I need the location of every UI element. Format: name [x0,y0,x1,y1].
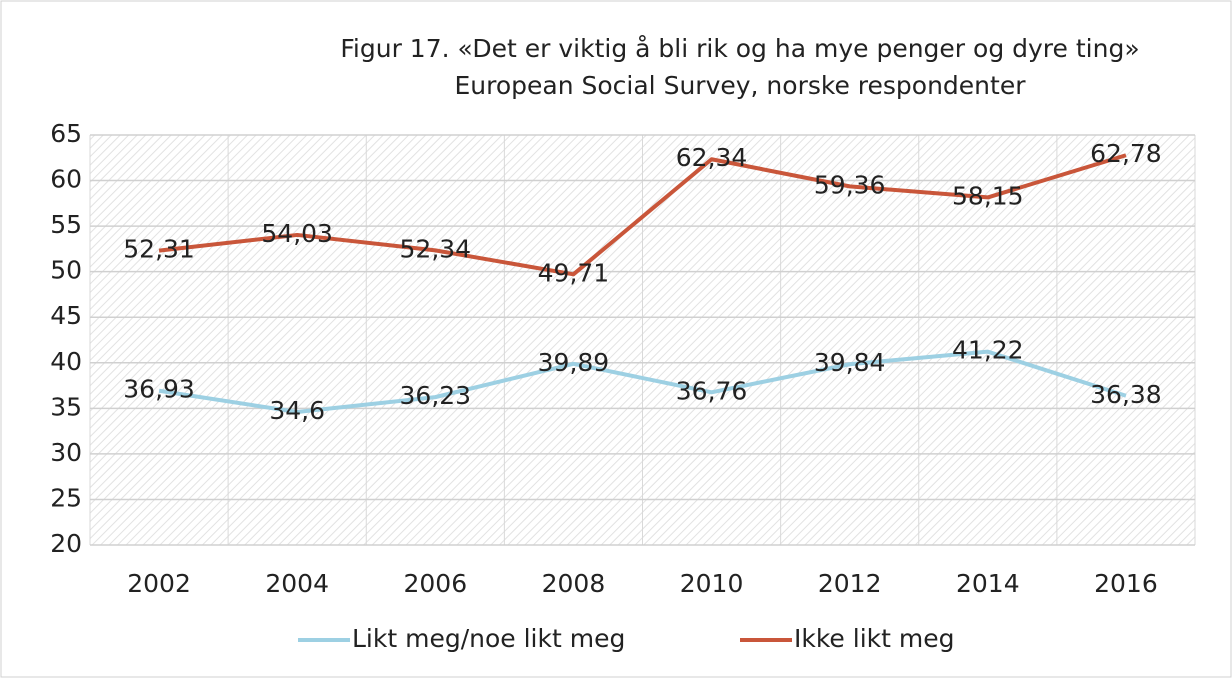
y-tick-label: 65 [50,119,82,148]
data-label: 36,23 [400,381,472,410]
data-label: 58,15 [952,181,1024,210]
x-tick-label: 2014 [956,569,1020,598]
chart-subtitle: European Social Survey, norske responden… [454,71,1026,100]
x-tick-label: 2008 [542,569,606,598]
series-line [158,349,1127,414]
y-tick-label: 50 [50,256,82,285]
data-label: 52,34 [400,234,472,263]
y-tick-label: 30 [50,438,82,467]
x-tick-label: 2006 [404,569,468,598]
chart-title: Figur 17. «Det er viktig å bli rik og ha… [340,34,1139,63]
y-tick-label: 25 [50,483,82,512]
data-label: 39,84 [814,348,886,377]
data-label: 62,34 [676,143,748,172]
data-label: 54,03 [261,219,333,248]
x-tick-label: 2002 [127,569,191,598]
data-label: 39,89 [538,348,610,377]
y-tick-label: 40 [50,347,82,376]
data-label: 36,38 [1090,380,1162,409]
data-label: 49,71 [538,258,610,287]
legend-label: Ikke likt meg [794,624,955,653]
y-tick-label: 35 [50,392,82,421]
x-tick-label: 2012 [818,569,882,598]
data-label: 52,31 [123,235,195,264]
legend-label: Likt meg/noe likt meg [352,624,625,653]
y-tick-label: 20 [50,529,82,558]
series-line [158,153,1127,277]
data-label: 34,6 [269,396,325,425]
data-label: 36,76 [676,376,748,405]
data-label: 59,36 [814,170,886,199]
data-label: 36,93 [123,375,195,404]
y-tick-label: 55 [50,210,82,239]
x-tick-label: 2004 [265,569,329,598]
data-label: 62,78 [1090,139,1162,168]
data-label: 41,22 [952,336,1024,365]
y-tick-label: 60 [50,165,82,194]
y-tick-label: 45 [50,301,82,330]
x-tick-label: 2010 [680,569,744,598]
x-tick-label: 2016 [1094,569,1158,598]
